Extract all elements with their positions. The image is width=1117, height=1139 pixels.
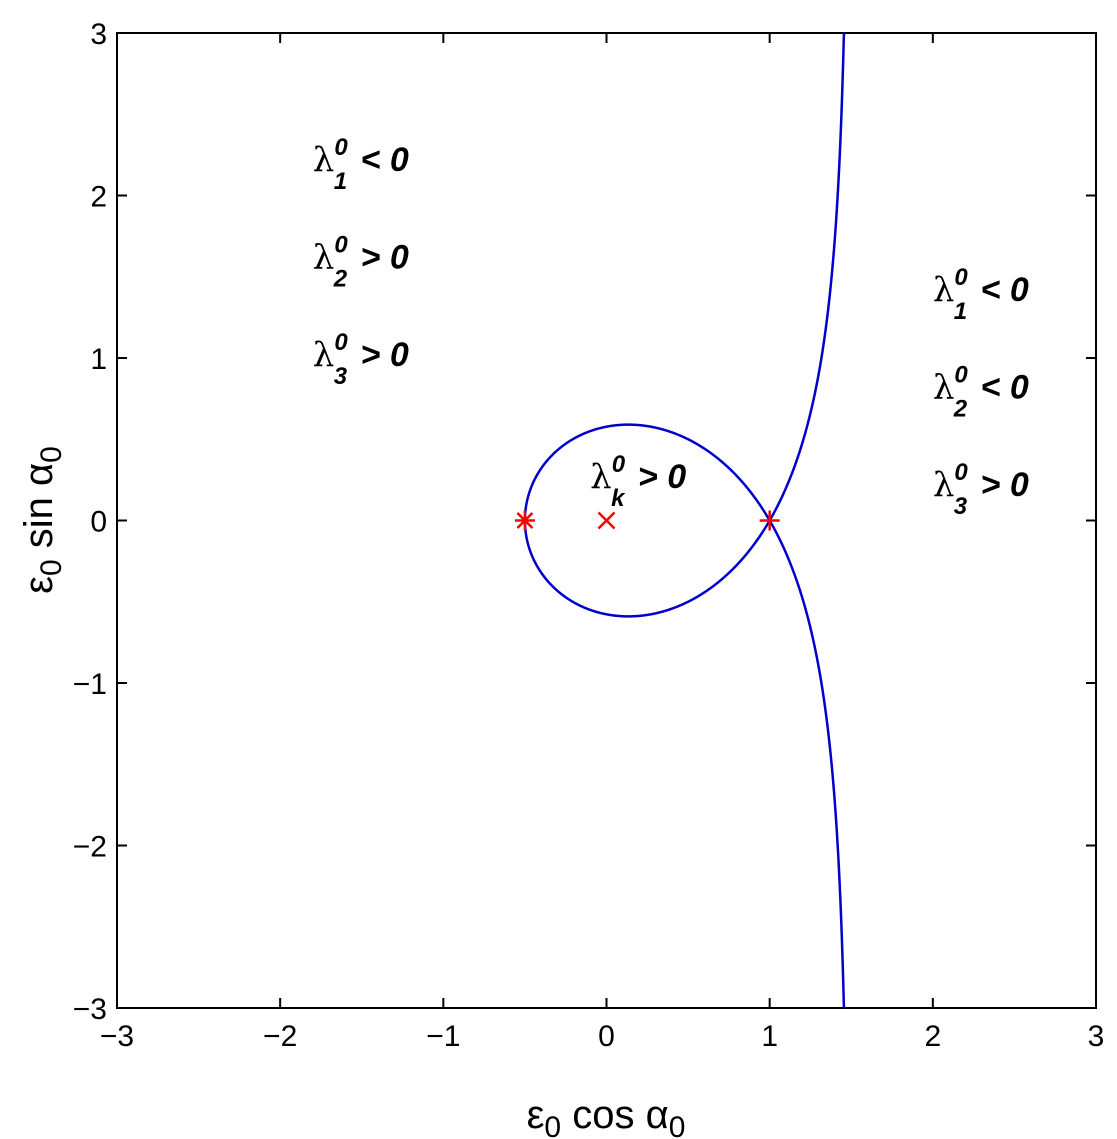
marker-cross bbox=[597, 511, 616, 530]
y-tick-label: 3 bbox=[90, 18, 107, 51]
y-tick-label: 1 bbox=[90, 343, 107, 376]
x-tick-label: 2 bbox=[924, 1020, 941, 1053]
marker-star bbox=[514, 510, 535, 531]
x-tick-label: −3 bbox=[100, 1020, 134, 1053]
y-tick-label: −1 bbox=[73, 668, 107, 701]
x-tick-label: 1 bbox=[761, 1020, 778, 1053]
y-tick-label: 2 bbox=[90, 181, 107, 214]
x-tick-label: 3 bbox=[1088, 1020, 1105, 1053]
y-axis-label: ε0 sin α0 bbox=[17, 446, 68, 594]
x-tick-label: −1 bbox=[426, 1020, 460, 1053]
y-tick-label: −3 bbox=[73, 993, 107, 1026]
marker-plus bbox=[759, 510, 780, 531]
region-annotation: λ0 k > 0 bbox=[590, 451, 686, 512]
region-annotation: λ0 2 > 0 bbox=[313, 232, 409, 293]
x-tick-label: 0 bbox=[598, 1020, 615, 1053]
markers bbox=[514, 510, 780, 531]
curves bbox=[523, 32, 846, 1009]
region-annotation: λ0 3 > 0 bbox=[933, 459, 1029, 520]
x-tick-label: −2 bbox=[263, 1020, 297, 1053]
region-annotation: λ0 3 > 0 bbox=[313, 329, 409, 390]
region-annotation: λ0 2 < 0 bbox=[933, 362, 1029, 423]
curve-lower-branch bbox=[523, 518, 846, 1009]
region-annotation: λ0 1 < 0 bbox=[313, 134, 409, 195]
region-annotation: λ0 1 < 0 bbox=[933, 264, 1029, 325]
curve-upper-branch bbox=[523, 32, 846, 523]
x-axis-label: ε0 cos α0 bbox=[527, 1093, 686, 1139]
y-tick-label: −2 bbox=[73, 831, 107, 864]
ticks: −3 −2 −1 0 1 2 3 −3 −2 −1 0 1 2 3 bbox=[73, 18, 1105, 1053]
y-tick-label: 0 bbox=[90, 506, 107, 539]
annotations: λ0 1 < 0 λ0 2 > 0 λ0 3 > 0 λ0 1 < 0 λ0 2 < 0 λ0 3 >… bbox=[313, 134, 1029, 520]
